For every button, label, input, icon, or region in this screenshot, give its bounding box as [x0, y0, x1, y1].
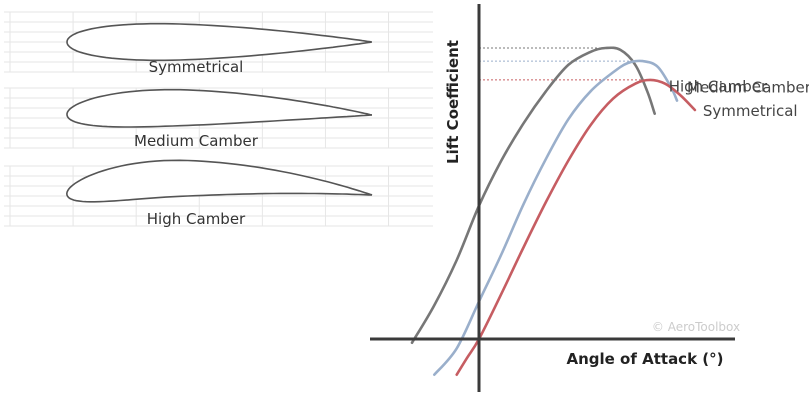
airfoil-panel-symmetrical: Symmetrical: [4, 11, 433, 76]
peak-guide-lines: [479, 47, 651, 81]
curve-medium-camber: [433, 59, 679, 376]
x-axis-label: Angle of Attack (°): [567, 350, 724, 368]
series-label-high-camber: High Camber: [669, 78, 768, 96]
watermark: © AeroToolbox: [652, 320, 740, 334]
airfoil-label-medium: Medium Camber: [134, 132, 259, 150]
airfoil-panels: Symmetrical Medium Camber High Camber: [4, 11, 433, 228]
curve-symmetrical: [455, 78, 697, 376]
lift-curve-chart: Angle of Attack (°) Lift Coefficient © A…: [370, 4, 809, 392]
airfoil-label-high: High Camber: [147, 210, 246, 228]
lift-curves: [410, 46, 697, 376]
airfoil-panel-medium: Medium Camber: [4, 87, 433, 150]
airfoil-shape-high: [65, 159, 373, 203]
airfoil-shape-medium: [66, 88, 373, 128]
series-label-symmetrical: Symmetrical: [703, 102, 798, 120]
airfoil-panel-high: High Camber: [4, 159, 433, 228]
airfoil-shape-symmetrical: [66, 22, 372, 62]
curve-high-camber: [410, 46, 656, 345]
y-axis-label: Lift Coefficient: [444, 40, 462, 164]
series-label-medium-camber: Medium Camber: [687, 79, 809, 97]
airfoil-label-symmetrical: Symmetrical: [149, 58, 244, 76]
